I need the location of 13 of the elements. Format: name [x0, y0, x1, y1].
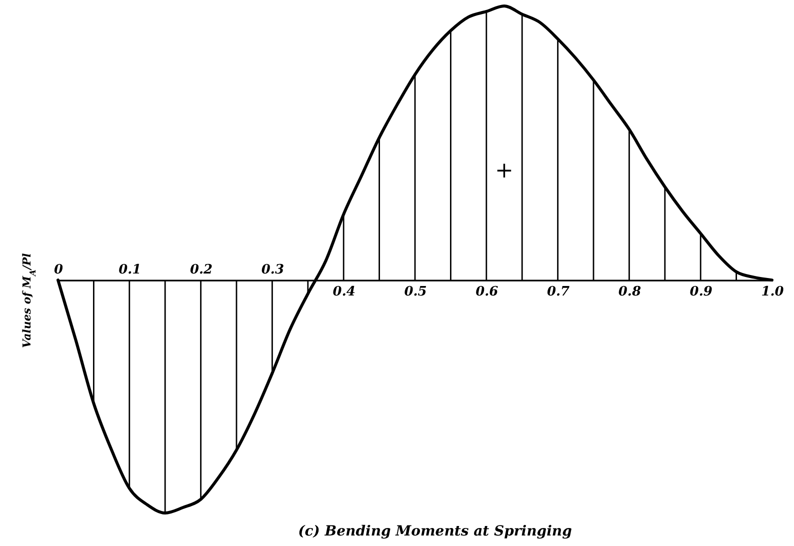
x-tick-label: 0.6 — [476, 284, 498, 300]
x2-tick-label: 0 — [54, 262, 64, 278]
x-tick-label: 0.8 — [618, 284, 642, 300]
x-tick-label: 0.5 — [404, 284, 427, 300]
text: (c) Bending Moments at Springing — [298, 524, 572, 540]
x-tick-label: 1.0 — [761, 284, 784, 300]
x2-tick-label: 0.1 — [118, 262, 142, 278]
annotation: + — [495, 158, 514, 184]
x-tick-label: 0.9 — [690, 284, 712, 300]
x-tick-label: 0.7 — [546, 284, 570, 300]
x-tick-label: 0.4 — [332, 284, 356, 300]
x2-tick-label: 0.2 — [190, 262, 213, 278]
x2-tick-label: 0.3 — [261, 262, 284, 278]
